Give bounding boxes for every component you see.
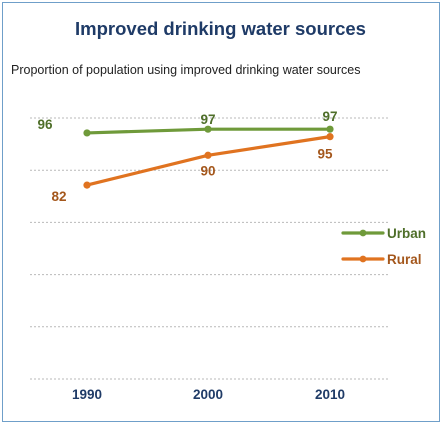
data-point-urban xyxy=(83,129,91,137)
x-tick-label: 2000 xyxy=(193,387,223,402)
data-label-urban: 97 xyxy=(322,109,337,124)
legend-label-rural: Rural xyxy=(387,252,422,267)
legend-marker-urban xyxy=(359,229,367,237)
data-point-urban xyxy=(204,125,212,133)
data-point-rural xyxy=(204,151,212,159)
x-tick-label: 1990 xyxy=(72,387,102,402)
data-label-urban: 96 xyxy=(37,117,53,132)
data-point-urban xyxy=(326,125,334,133)
data-label-rural: 82 xyxy=(51,189,66,204)
data-point-rural xyxy=(83,181,91,189)
data-label-rural: 95 xyxy=(317,147,333,162)
data-label-rural: 90 xyxy=(200,163,215,178)
data-point-rural xyxy=(326,133,334,141)
legend-label-urban: Urban xyxy=(387,226,426,241)
line-chart: 1990 2000 2010 96 97 97 82 90 95 Urban Rural xyxy=(30,109,426,402)
chart-frame xyxy=(2,2,440,422)
chart-title: Improved drinking water sources xyxy=(75,18,366,39)
chart-subtitle: Proportion of population using improved … xyxy=(11,63,361,77)
x-tick-label: 2010 xyxy=(315,387,345,402)
legend-marker-rural xyxy=(359,255,367,263)
data-label-urban: 97 xyxy=(200,112,215,127)
